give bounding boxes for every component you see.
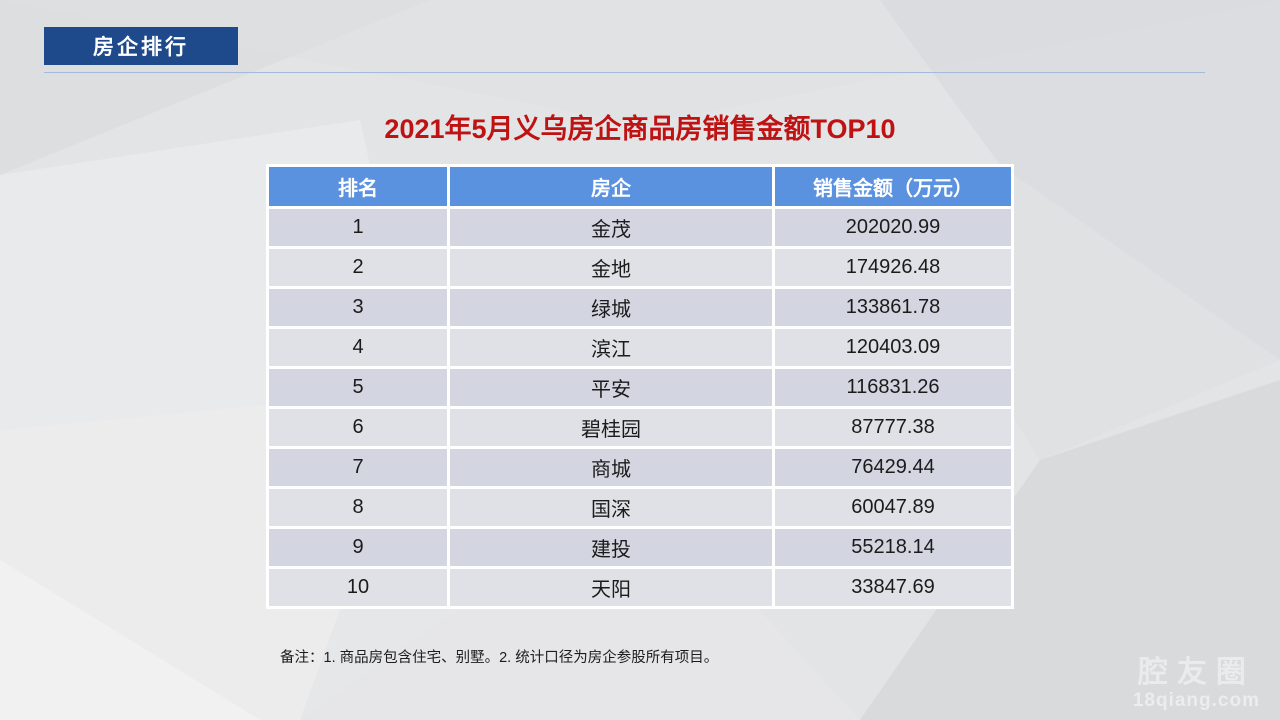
amount-cell: 174926.48 bbox=[775, 249, 1011, 286]
company-cell: 碧桂园 bbox=[450, 409, 772, 446]
company-cell: 平安 bbox=[450, 369, 772, 406]
section-title-label: 房企排行 bbox=[93, 36, 189, 59]
rank-cell: 3 bbox=[269, 289, 447, 326]
table-header-row: 排名 房企 销售金额（万元） bbox=[269, 167, 1011, 206]
company-cell: 国深 bbox=[450, 489, 772, 526]
rank-cell: 1 bbox=[269, 209, 447, 246]
rank-cell: 5 bbox=[269, 369, 447, 406]
amount-cell: 202020.99 bbox=[775, 209, 1011, 246]
rank-cell: 10 bbox=[269, 569, 447, 606]
table-row: 4 滨江 120403.09 bbox=[269, 329, 1011, 366]
company-cell: 滨江 bbox=[450, 329, 772, 366]
rank-cell: 8 bbox=[269, 489, 447, 526]
company-cell: 商城 bbox=[450, 449, 772, 486]
table-row: 5 平安 116831.26 bbox=[269, 369, 1011, 406]
watermark-logo-text: 腔友圈 bbox=[1137, 656, 1255, 689]
watermark-url-text: 18qiang.com bbox=[1132, 690, 1260, 711]
section-title-badge: 房企排行 bbox=[44, 27, 238, 65]
company-cell: 金地 bbox=[450, 249, 772, 286]
table-row: 9 建投 55218.14 bbox=[269, 529, 1011, 566]
table-row: 2 金地 174926.48 bbox=[269, 249, 1011, 286]
company-cell: 建投 bbox=[450, 529, 772, 566]
company-cell: 天阳 bbox=[450, 569, 772, 606]
table-row: 8 国深 60047.89 bbox=[269, 489, 1011, 526]
table-row: 10 天阳 33847.69 bbox=[269, 569, 1011, 606]
page-title: 2021年5月义乌房企商品房销售金额TOP10 bbox=[384, 114, 896, 144]
amount-cell: 55218.14 bbox=[775, 529, 1011, 566]
amount-cell: 133861.78 bbox=[775, 289, 1011, 326]
company-cell: 绿城 bbox=[450, 289, 772, 326]
amount-cell: 116831.26 bbox=[775, 369, 1011, 406]
amount-cell: 76429.44 bbox=[775, 449, 1011, 486]
table-row: 1 金茂 202020.99 bbox=[269, 209, 1011, 246]
rank-cell: 4 bbox=[269, 329, 447, 366]
watermark: 腔友圈 18qiang.com bbox=[1133, 656, 1260, 712]
amount-cell: 87777.38 bbox=[775, 409, 1011, 446]
footnote: 备注：1. 商品房包含住宅、别墅。2. 统计口径为房企参股所有项目。 bbox=[280, 650, 719, 666]
col-header-amount: 销售金额（万元） bbox=[775, 167, 1011, 206]
amount-cell: 33847.69 bbox=[775, 569, 1011, 606]
rank-cell: 6 bbox=[269, 409, 447, 446]
table-row: 7 商城 76429.44 bbox=[269, 449, 1011, 486]
rank-cell: 9 bbox=[269, 529, 447, 566]
rank-cell: 7 bbox=[269, 449, 447, 486]
col-header-rank: 排名 bbox=[269, 167, 447, 206]
col-header-company: 房企 bbox=[450, 167, 772, 206]
company-cell: 金茂 bbox=[450, 209, 772, 246]
sales-ranking-table: 排名 房企 销售金额（万元） 1 金茂 202020.99 2 金地 17492… bbox=[266, 164, 1014, 609]
table-row: 3 绿城 133861.78 bbox=[269, 289, 1011, 326]
divider-line bbox=[44, 72, 1205, 73]
amount-cell: 60047.89 bbox=[775, 489, 1011, 526]
rank-cell: 2 bbox=[269, 249, 447, 286]
table-row: 6 碧桂园 87777.38 bbox=[269, 409, 1011, 446]
amount-cell: 120403.09 bbox=[775, 329, 1011, 366]
